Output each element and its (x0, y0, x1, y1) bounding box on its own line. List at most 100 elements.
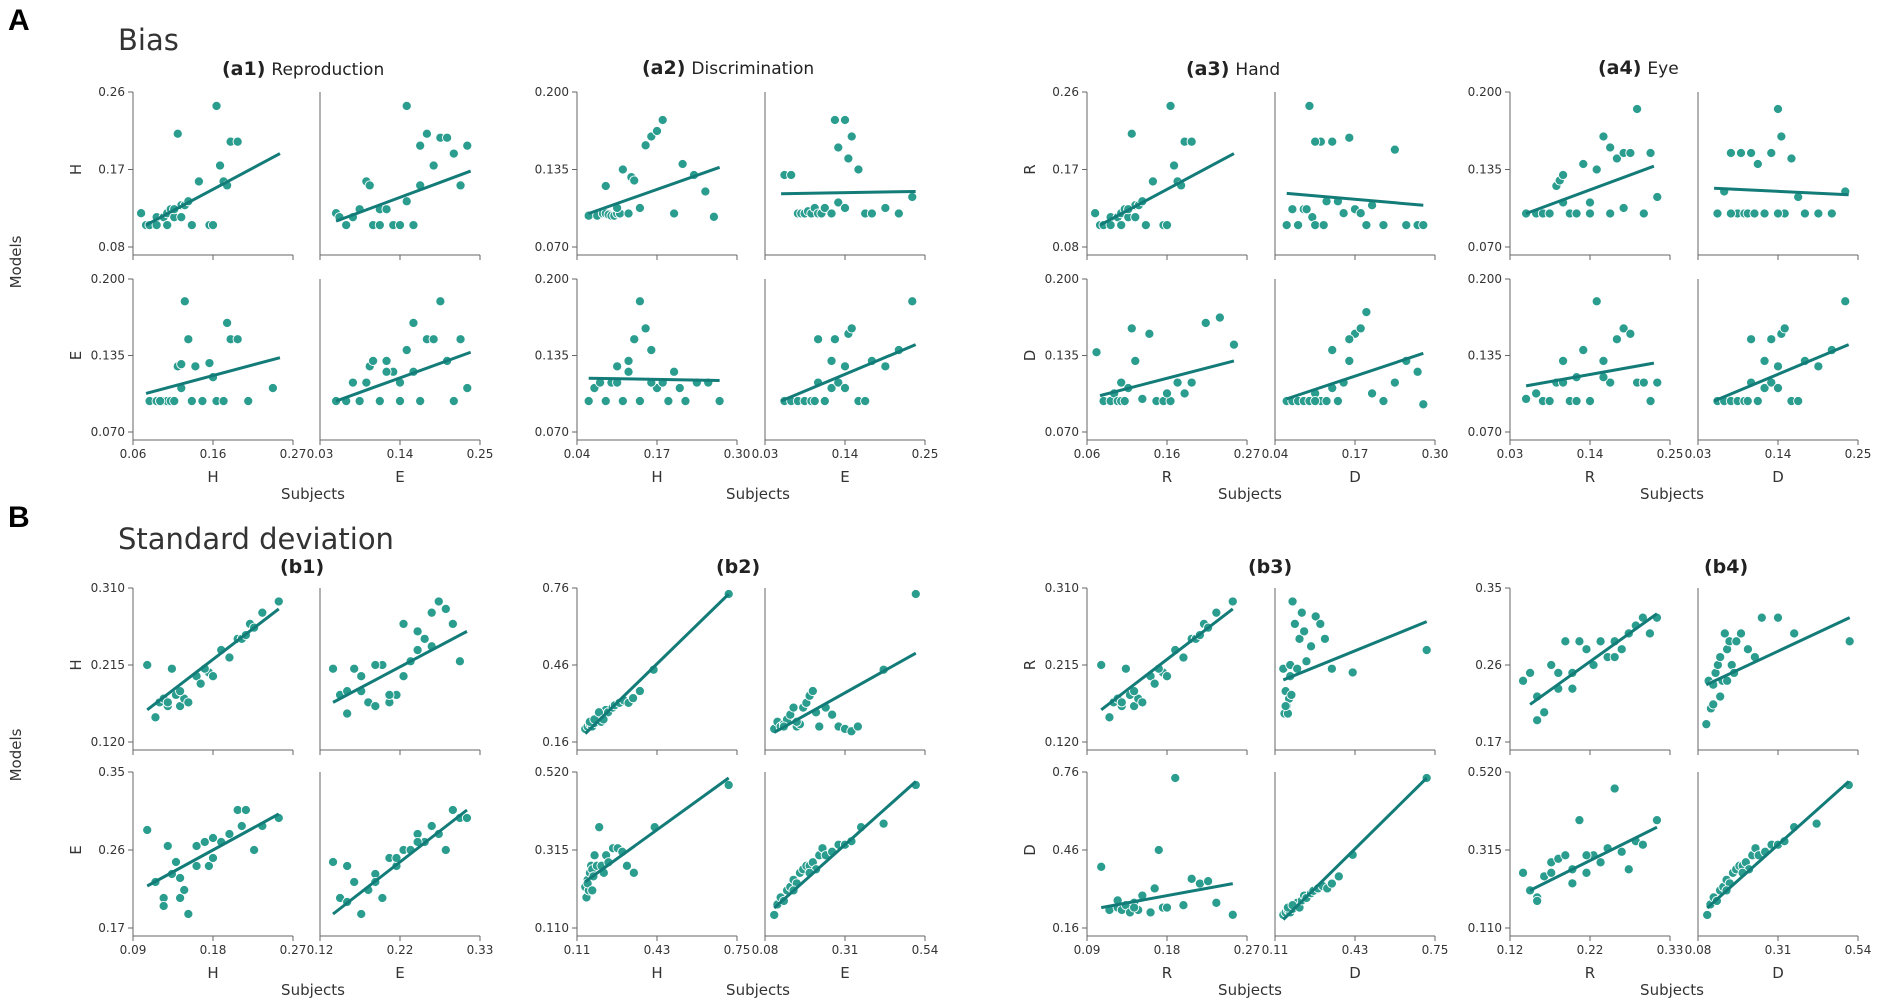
y-axis-label: E (67, 845, 85, 854)
x-tick-label: 0.33 (467, 943, 494, 957)
data-point (769, 909, 780, 921)
data-point (1344, 355, 1355, 366)
data-point (455, 180, 466, 191)
data-point (155, 396, 166, 407)
data-point (1120, 663, 1131, 674)
regression-line (584, 776, 730, 883)
data-point (179, 884, 190, 896)
data-point (1130, 355, 1141, 366)
x-tick-label: 0.22 (387, 943, 414, 957)
data-point (1149, 678, 1160, 689)
data-point (1361, 307, 1372, 318)
data-point (1611, 334, 1622, 345)
regression-line (1282, 620, 1428, 682)
data-point (1598, 355, 1609, 366)
data-point (583, 396, 594, 407)
data-point (1338, 208, 1349, 219)
data-point (207, 852, 219, 864)
data-point (1715, 652, 1726, 663)
data-point (714, 396, 725, 407)
data-point (203, 860, 214, 872)
subtitle-a1: (a1) Reproduction (222, 58, 384, 80)
section-title-bias: Bias (118, 23, 179, 57)
data-point (1735, 628, 1747, 639)
regression-line (780, 343, 917, 403)
data-point (1129, 902, 1140, 913)
data-point (1161, 388, 1173, 399)
y-tick-label: 0.17 (98, 921, 125, 935)
data-point (634, 296, 645, 307)
data-point (162, 697, 173, 708)
subtitle-b2: (b2) (716, 556, 760, 578)
data-point (394, 220, 406, 231)
data-point (447, 804, 458, 816)
regression-line (1099, 359, 1235, 398)
data-point (232, 136, 243, 147)
data-point (440, 603, 451, 614)
data-point (1567, 878, 1578, 889)
scatter-panel-21: 0.120 0.215 0.310 R (1021, 581, 1248, 755)
y-tick-label: 0.135 (1045, 349, 1079, 363)
data-point (1605, 208, 1616, 219)
data-point (1129, 686, 1140, 697)
y-tick-label: 0.070 (1468, 240, 1502, 254)
data-point (1096, 659, 1107, 671)
data-point (593, 707, 604, 718)
regression-line (773, 651, 917, 734)
scatter-panel-13: 0.070 0.135 0.200 0.06 0.16 0.27 D R (1021, 272, 1260, 486)
scatter-panel-23: 0.17 0.26 0.35 (1475, 581, 1671, 755)
subtitle-a3-id: (a3) (1186, 58, 1229, 80)
data-point (222, 317, 233, 329)
scatter-panel-7: 0.070 0.135 0.200 (1468, 85, 1671, 260)
data-point (1091, 347, 1102, 358)
data-point (1652, 191, 1663, 203)
data-point (1645, 147, 1656, 159)
data-point (1355, 208, 1366, 219)
data-point (1186, 136, 1197, 147)
data-point (347, 377, 358, 388)
data-point (243, 396, 254, 407)
data-point (1179, 388, 1190, 399)
regression-line (773, 780, 917, 910)
data-point (1194, 878, 1205, 889)
x-axis-label: H (207, 468, 218, 486)
data-point (448, 396, 459, 407)
data-point (401, 196, 412, 207)
data-point (623, 208, 634, 219)
y-axis-label: E (67, 351, 85, 360)
data-point (1149, 883, 1160, 894)
data-point (176, 359, 187, 370)
x-tick-label: 0.33 (1657, 943, 1684, 957)
data-point (1227, 596, 1238, 607)
scatter-panel-16: 0.03 0.14 0.25 D (1685, 279, 1871, 486)
subjects-label-b2: Subjects (726, 981, 790, 999)
data-point (381, 355, 392, 366)
scatter-panel-29: 0.16 0.46 0.76 0.09 0.18 0.27 D R (1021, 765, 1260, 982)
x-tick-label: 0.14 (387, 447, 414, 461)
data-point (1301, 656, 1312, 667)
x-axis-label: E (395, 468, 404, 486)
y-tick-label: 0.17 (1475, 735, 1502, 749)
data-point (1616, 846, 1627, 857)
data-point (1772, 361, 1784, 372)
data-point (435, 296, 446, 307)
subtitle-b4: (b4) (1704, 556, 1748, 578)
x-tick-label: 0.03 (1497, 447, 1524, 461)
y-tick-label: 0.070 (535, 425, 569, 439)
x-tick-label: 0.11 (1262, 943, 1289, 957)
x-axis-label: D (1349, 468, 1361, 486)
data-point (623, 355, 634, 366)
data-point (1332, 396, 1343, 407)
data-point (1759, 355, 1770, 366)
data-point (617, 164, 628, 175)
x-axis-label: R (1585, 964, 1595, 982)
data-point (1811, 818, 1822, 829)
data-point (428, 160, 439, 171)
data-point (342, 860, 353, 872)
subtitle-b4-id: (b4) (1704, 556, 1748, 578)
data-point (1766, 147, 1777, 159)
regression-line (1286, 351, 1424, 401)
data-point (162, 840, 173, 852)
data-point (1638, 208, 1649, 219)
data-point (1116, 377, 1127, 388)
